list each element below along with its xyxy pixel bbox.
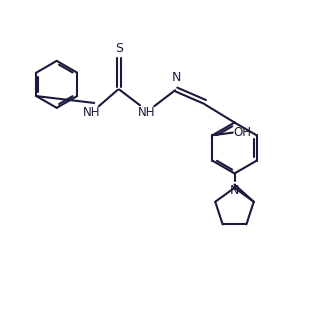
- Text: OH: OH: [233, 126, 251, 139]
- Text: NH: NH: [83, 106, 100, 119]
- Text: S: S: [115, 42, 123, 55]
- Text: N: N: [230, 184, 239, 197]
- Text: NH: NH: [138, 106, 156, 119]
- Text: N: N: [172, 71, 181, 84]
